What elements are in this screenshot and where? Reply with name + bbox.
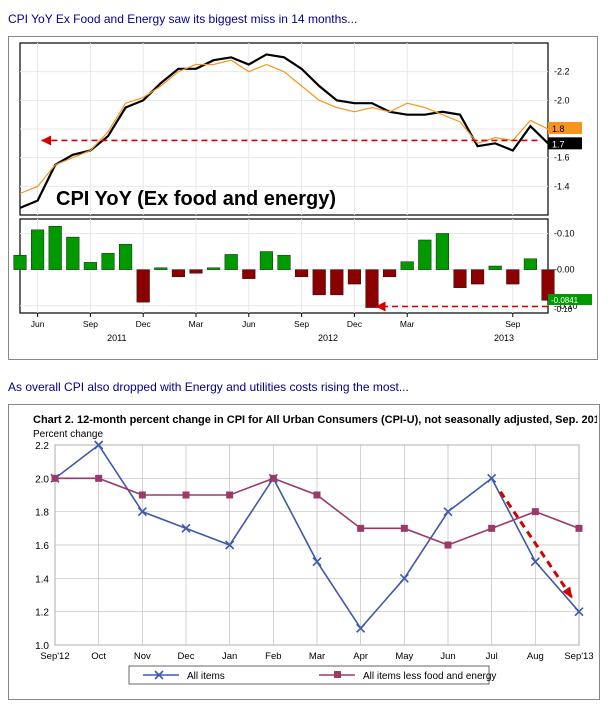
svg-text:Jul: Jul	[486, 651, 498, 662]
svg-text:Oct: Oct	[91, 651, 106, 662]
svg-text:-2.0: -2.0	[554, 95, 570, 105]
svg-text:-0.10: -0.10	[554, 305, 573, 314]
svg-text:Jan: Jan	[222, 651, 237, 662]
svg-text:Feb: Feb	[265, 651, 281, 662]
svg-text:Mar: Mar	[400, 319, 415, 329]
svg-text:All items: All items	[187, 671, 225, 682]
svg-text:1.8: 1.8	[552, 124, 565, 134]
svg-text:Jun: Jun	[31, 319, 45, 329]
svg-text:Mar: Mar	[189, 319, 204, 329]
svg-text:Sep: Sep	[505, 319, 520, 329]
svg-text:Chart 2. 12-month percent chan: Chart 2. 12-month percent change in CPI …	[33, 414, 597, 426]
svg-text:Sep'13: Sep'13	[564, 651, 593, 662]
caption-1: CPI YoY Ex Food and Energy saw its bigge…	[8, 12, 604, 26]
svg-text:Dec: Dec	[178, 651, 195, 662]
svg-text:2.0: 2.0	[35, 474, 49, 485]
svg-text:Aug: Aug	[527, 651, 544, 662]
svg-text:Apr: Apr	[353, 651, 368, 662]
svg-text:2013: 2013	[494, 333, 514, 343]
svg-text:1.4: 1.4	[35, 574, 49, 585]
svg-text:All items less food and energy: All items less food and energy	[363, 671, 496, 682]
svg-text:Sep: Sep	[294, 319, 309, 329]
svg-text:1.6: 1.6	[35, 541, 49, 552]
svg-text:2012: 2012	[318, 333, 338, 343]
caption-2: As overall CPI also dropped with Energy …	[8, 380, 604, 394]
svg-text:May: May	[395, 651, 413, 662]
svg-text:-1.6: -1.6	[554, 153, 570, 163]
svg-text:Nov: Nov	[134, 651, 151, 662]
svg-text:-2.2: -2.2	[554, 67, 570, 77]
chart-1: -1.4-1.6-1.8-2.0-2.21.81.7CPI YoY (Ex fo…	[8, 36, 598, 360]
chart-2: Chart 2. 12-month percent change in CPI …	[8, 404, 600, 700]
svg-text:-0.10: -0.10	[554, 228, 575, 238]
svg-text:2.2: 2.2	[35, 441, 49, 452]
svg-text:Jun: Jun	[242, 319, 256, 329]
svg-text:1.2: 1.2	[35, 608, 49, 619]
svg-text:-0.0841: -0.0841	[551, 296, 579, 305]
svg-text:2011: 2011	[107, 333, 126, 343]
svg-text:CPI YoY (Ex food and energy): CPI YoY (Ex food and energy)	[56, 188, 336, 210]
svg-text:Mar: Mar	[309, 651, 325, 662]
svg-text:1.7: 1.7	[552, 139, 565, 149]
svg-text:Sep: Sep	[83, 319, 98, 329]
svg-text:Percent change: Percent change	[33, 429, 103, 440]
svg-text:Dec: Dec	[347, 319, 363, 329]
svg-text:Jun: Jun	[440, 651, 455, 662]
svg-text:-1.4: -1.4	[554, 181, 570, 191]
svg-text:Sep'12: Sep'12	[40, 651, 69, 662]
svg-text:Dec: Dec	[136, 319, 152, 329]
svg-text:-0.00: -0.00	[554, 265, 575, 275]
svg-text:1.8: 1.8	[35, 508, 49, 519]
